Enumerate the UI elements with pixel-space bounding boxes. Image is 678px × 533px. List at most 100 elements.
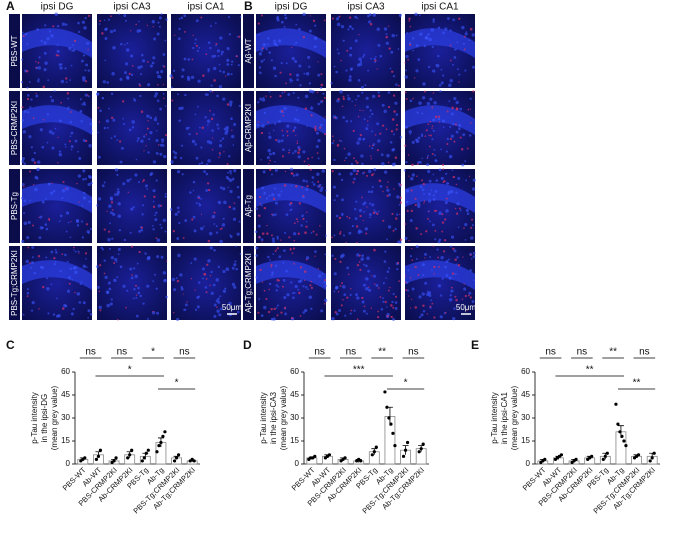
ptau-signal <box>437 115 441 118</box>
cell-layer <box>405 28 475 58</box>
nucleus <box>190 262 193 265</box>
nucleus <box>68 46 72 51</box>
ptau-signal <box>405 289 408 292</box>
nucleus <box>229 169 232 173</box>
ptau-signal <box>441 163 445 167</box>
ptau-signal <box>304 107 308 110</box>
nucleus <box>255 254 258 257</box>
significance-label: ns <box>346 347 357 358</box>
ptau-signal <box>303 160 306 163</box>
nucleus <box>417 204 421 209</box>
nucleus <box>170 86 173 89</box>
nucleus <box>389 67 392 70</box>
nucleus <box>29 106 32 109</box>
nucleus <box>255 276 258 279</box>
nucleus <box>427 65 431 69</box>
nucleus <box>453 48 456 51</box>
ptau-signal <box>404 91 407 94</box>
nucleus <box>181 173 184 176</box>
ptau-signal <box>286 130 289 133</box>
nucleus <box>159 76 162 79</box>
nucleus <box>432 69 436 73</box>
ptau-signal <box>215 42 218 45</box>
nucleus <box>118 13 120 16</box>
ptau-signal <box>373 173 375 175</box>
nucleus <box>374 55 377 58</box>
nucleus <box>295 23 298 26</box>
nucleus <box>468 291 472 295</box>
nucleus <box>415 139 420 144</box>
nucleus <box>295 73 300 77</box>
ptau-signal <box>192 34 194 37</box>
nucleus <box>201 267 205 271</box>
ptau-signal <box>404 144 407 147</box>
nucleus <box>119 265 123 269</box>
nucleus <box>415 258 418 260</box>
nucleus <box>472 251 476 255</box>
nucleus <box>205 172 209 176</box>
y-tick-label: 60 <box>521 367 530 376</box>
nucleus <box>200 161 204 165</box>
nucleus <box>344 314 347 317</box>
ptau-signal <box>362 109 364 112</box>
ptau-signal <box>441 213 444 216</box>
ptau-signal <box>428 134 430 137</box>
nucleus <box>377 91 380 94</box>
nucleus <box>238 104 241 108</box>
nucleus <box>216 94 219 98</box>
ptau-signal <box>113 261 116 265</box>
cell-layer <box>22 28 92 58</box>
nucleus <box>284 231 287 234</box>
ptau-signal <box>259 268 262 272</box>
nucleus <box>82 169 86 173</box>
nucleus <box>58 152 63 157</box>
nucleus <box>174 212 178 216</box>
nucleus <box>146 188 149 191</box>
nucleus <box>262 43 267 47</box>
nucleus <box>457 176 461 180</box>
nucleus <box>113 29 116 32</box>
nucleus <box>130 54 134 58</box>
nucleus <box>97 155 101 159</box>
nucleus <box>305 286 308 289</box>
ptau-signal <box>140 110 144 114</box>
ptau-signal <box>163 97 165 100</box>
ptau-signal <box>359 214 362 218</box>
ptau-signal <box>412 97 414 100</box>
nucleus <box>424 281 428 285</box>
nucleus <box>282 111 285 114</box>
nucleus <box>385 33 388 36</box>
ptau-signal <box>283 184 287 187</box>
ptau-signal <box>379 296 382 298</box>
nucleus <box>415 245 419 249</box>
ptau-signal <box>281 110 284 113</box>
ptau-signal <box>302 35 306 39</box>
nucleus <box>395 113 399 116</box>
nucleus <box>118 229 122 232</box>
nucleus <box>380 153 384 157</box>
nucleus <box>340 140 343 143</box>
nucleus <box>452 317 456 321</box>
nucleus <box>225 267 230 272</box>
ptau-signal <box>42 119 45 121</box>
ptau-signal <box>341 282 343 285</box>
ptau-signal <box>463 48 466 51</box>
ptau-signal <box>415 227 418 230</box>
nucleus <box>281 139 284 143</box>
nucleus <box>275 289 279 292</box>
nucleus <box>67 276 71 280</box>
nucleus <box>427 192 431 196</box>
nucleus <box>381 162 385 166</box>
ptau-signal <box>455 107 459 110</box>
row-label-bg <box>9 246 20 320</box>
nucleus <box>212 283 216 287</box>
nucleus <box>335 70 338 74</box>
nucleus <box>228 178 233 183</box>
ptau-signal <box>345 241 347 244</box>
ptau-signal <box>389 286 391 289</box>
ptau-signal <box>85 80 88 83</box>
nucleus <box>260 59 264 63</box>
nucleus <box>366 124 369 126</box>
nucleus <box>105 119 110 123</box>
ptau-signal <box>395 217 398 220</box>
